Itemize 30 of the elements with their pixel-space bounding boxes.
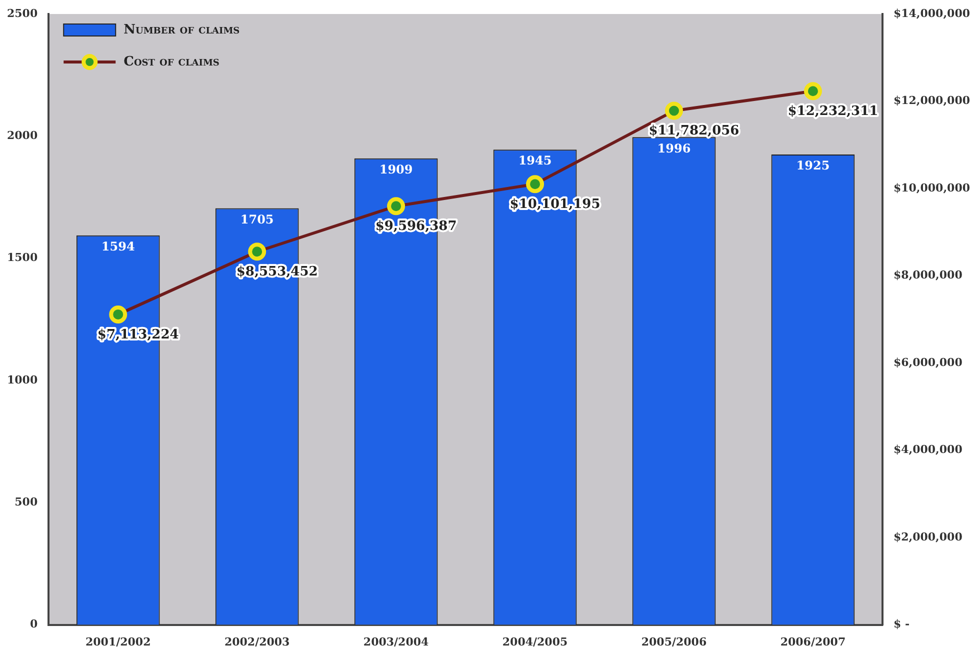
data-label: 1594	[101, 239, 135, 254]
x-tick-label: 2001/2002	[85, 635, 151, 648]
data-label: 1996	[657, 141, 691, 156]
y2-tick-label: $4,000,000	[893, 443, 963, 456]
legend-label: Cost of claims	[124, 54, 220, 70]
x-tick-label: 2005/2006	[641, 635, 707, 648]
x-tick-label: 2003/2004	[363, 635, 430, 648]
y-tick-label: 2500	[6, 6, 38, 20]
y-tick-label: 1000	[6, 373, 38, 386]
y-tick-label: 500	[14, 496, 38, 508]
legend-label: Number of claims	[124, 22, 240, 38]
y2-tick-label: $10,000,000	[893, 181, 970, 194]
y-tick-label: 2000	[6, 129, 38, 142]
data-label: 1705	[240, 212, 274, 226]
x-tick-label: 2002/2003	[224, 635, 290, 648]
y-tick-label: 1500	[6, 251, 38, 264]
data-label: $11,782,056	[648, 124, 740, 139]
y2-tick-label: $12,000,000	[893, 94, 970, 108]
data-label: 1945	[518, 154, 552, 168]
y2-tick-label: $2,000,000	[893, 530, 963, 544]
y2-tick-label: $8,000,000	[893, 268, 963, 282]
y2-tick-label: $6,000,000	[893, 356, 963, 369]
data-label: 1925	[796, 158, 830, 173]
y2-tick-label: $ -	[893, 618, 910, 631]
x-tick-label: 2006/2007	[780, 635, 846, 648]
y-tick-label: 0	[30, 618, 38, 631]
x-tick-label: 2004/2005	[502, 635, 568, 648]
data-label: 1909	[379, 162, 413, 177]
data-label: $12,232,311	[788, 104, 878, 119]
y2-tick-label: $14,000,000	[893, 6, 970, 20]
